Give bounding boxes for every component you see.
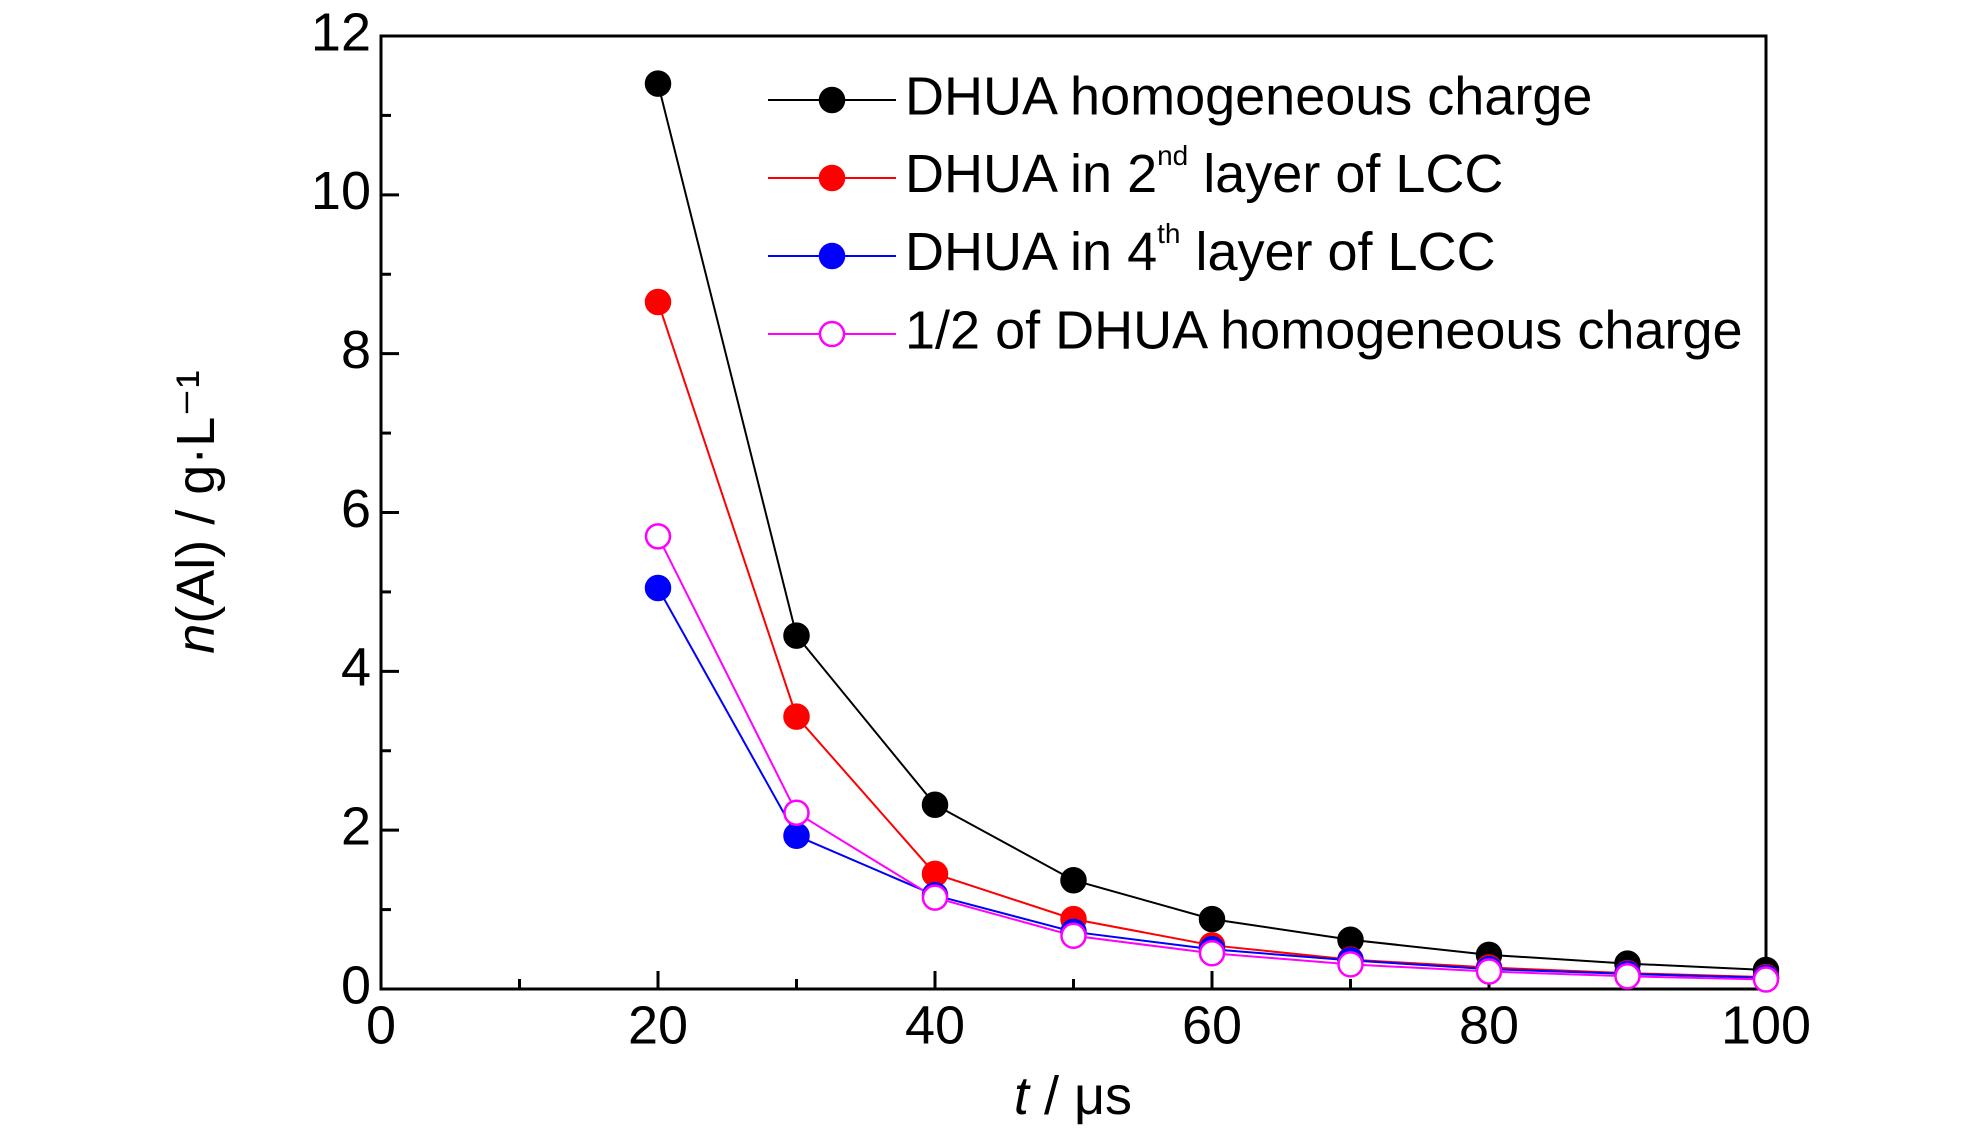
series-line xyxy=(657,83,1767,971)
marker xyxy=(783,822,810,849)
y-tick-label: 12 xyxy=(311,2,371,62)
marker xyxy=(1198,905,1226,933)
y-tick-label: 6 xyxy=(341,479,371,539)
marker xyxy=(921,884,949,911)
marker xyxy=(644,574,672,602)
marker xyxy=(783,703,810,730)
x-tick-label: 20 xyxy=(628,995,688,1055)
marker xyxy=(1198,940,1226,967)
x-tick-label: 80 xyxy=(1459,995,1519,1055)
y-tick-label: 4 xyxy=(341,638,371,698)
marker xyxy=(921,791,949,819)
marker xyxy=(1060,866,1087,894)
y-tick-label: 2 xyxy=(341,796,371,856)
x-tick-label: 100 xyxy=(1721,995,1811,1055)
legend-marker xyxy=(818,86,846,114)
marker xyxy=(783,799,810,826)
marker xyxy=(1475,958,1503,985)
marker xyxy=(644,70,672,97)
legend-label: DHUA in 4th layer of LCC xyxy=(905,218,1496,282)
y-tick-label: 8 xyxy=(341,320,371,380)
legend-label: 1/2 of DHUA homogeneous charge xyxy=(905,300,1743,360)
series-line xyxy=(657,301,1767,979)
x-axis-label: t / μs xyxy=(1014,1066,1132,1126)
marker xyxy=(1614,963,1641,990)
x-tick-label: 60 xyxy=(1182,995,1242,1055)
marker xyxy=(783,622,810,649)
y-tick-label: 0 xyxy=(341,955,371,1015)
legend-label: DHUA in 2nd layer of LCC xyxy=(905,140,1503,204)
marker xyxy=(644,288,672,316)
legend-label: DHUA homogeneous charge xyxy=(905,66,1592,126)
legend-marker xyxy=(818,242,846,270)
x-tick-label: 0 xyxy=(366,995,396,1055)
marker xyxy=(644,523,672,550)
marker xyxy=(1337,951,1364,978)
legend-marker xyxy=(818,320,846,348)
y-tick-label: 10 xyxy=(311,161,371,221)
legend-marker xyxy=(818,164,846,192)
marker xyxy=(1752,966,1780,993)
x-tick-label: 40 xyxy=(905,995,965,1055)
marker xyxy=(1060,922,1087,950)
y-axis-label: n(Al) / g·L⁻¹ xyxy=(166,370,226,654)
